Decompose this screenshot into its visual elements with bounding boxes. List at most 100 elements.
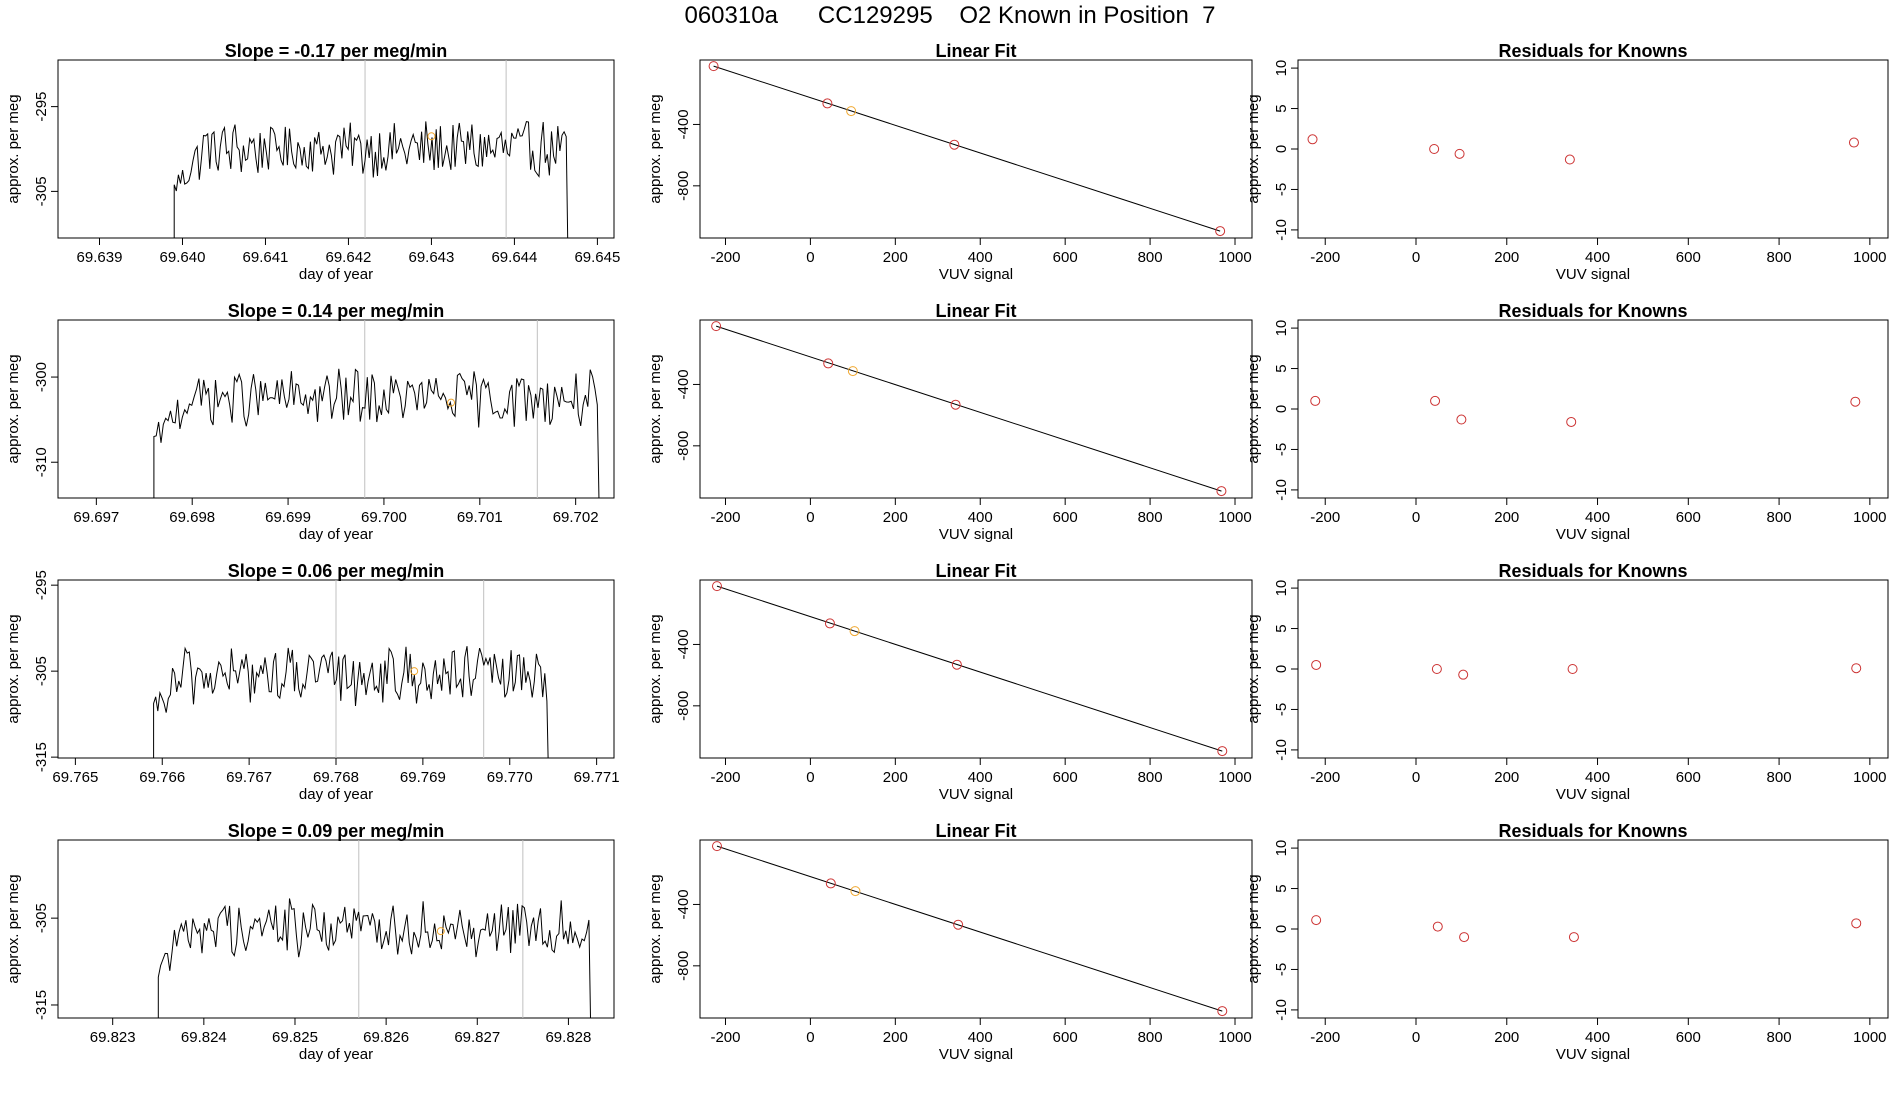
plot-frame — [1297, 319, 1889, 499]
x-tick-label: 1000 — [1218, 509, 1251, 526]
x-tick-label: 69.769 — [400, 769, 446, 786]
plot-frame — [1297, 579, 1889, 759]
y-tick-label: -400 — [675, 889, 692, 919]
x-tick-label: 400 — [968, 509, 993, 526]
chart-title: Residuals for Knowns — [1498, 41, 1687, 61]
plot-area — [1310, 395, 1861, 427]
x-tick-label: 69.770 — [487, 769, 533, 786]
x-tick-label: -200 — [1310, 509, 1340, 526]
y-tick-label: -400 — [675, 109, 692, 139]
x-tick-label: 800 — [1767, 509, 1792, 526]
y-tick-label: -300 — [33, 362, 50, 392]
x-tick-label: 69.771 — [574, 769, 620, 786]
x-tick-label: 400 — [1585, 1029, 1610, 1046]
chart-panel-11: Residuals for Knowns-200 0 200 400 600 800 100… — [1245, 821, 1889, 1063]
x-axis-label: VUV signal — [1556, 1046, 1630, 1063]
x-tick-label: 69.828 — [545, 1029, 591, 1046]
y-tick-label: 0 — [1273, 145, 1290, 153]
plot-area — [711, 321, 1227, 497]
x-tick-label: 800 — [1767, 769, 1792, 786]
x-tick-label: -200 — [710, 249, 740, 266]
x-tick-label: 200 — [1494, 249, 1519, 266]
plot-area — [153, 320, 600, 498]
plot-frame — [699, 839, 1253, 1019]
x-axis-label: VUV signal — [1556, 266, 1630, 283]
data-point — [825, 878, 836, 889]
plot-area — [1311, 915, 1862, 943]
y-tick-label: -305 — [33, 656, 50, 686]
x-tick-label: 69.697 — [73, 509, 119, 526]
data-point — [1459, 932, 1470, 943]
y-tick-label: 5 — [1273, 364, 1290, 372]
y-tick-label: -315 — [33, 990, 50, 1020]
x-tick-label: -200 — [710, 509, 740, 526]
plot-frame — [1297, 59, 1889, 239]
chart-title: Linear Fit — [935, 41, 1016, 61]
data-point — [1851, 663, 1862, 674]
data-point — [1217, 1006, 1228, 1017]
x-tick-label: 69.698 — [169, 509, 215, 526]
data-point — [846, 106, 857, 117]
plot-area — [153, 580, 549, 758]
x-tick-label: 400 — [1585, 249, 1610, 266]
data-point — [711, 581, 722, 592]
y-tick-label: 5 — [1273, 884, 1290, 892]
x-tick-label: 1000 — [1218, 249, 1251, 266]
fit-line — [716, 585, 1223, 752]
y-tick-label: -800 — [675, 171, 692, 201]
x-tick-label: 600 — [1053, 509, 1078, 526]
y-tick-label: -310 — [33, 447, 50, 477]
x-tick-label: 0 — [1412, 509, 1420, 526]
x-tick-label: 800 — [1138, 249, 1163, 266]
y-tick-label: -295 — [33, 92, 50, 122]
data-point — [436, 927, 445, 936]
plot-area — [157, 840, 591, 1018]
x-tick-label: 800 — [1138, 1029, 1163, 1046]
x-tick-label: 600 — [1676, 509, 1701, 526]
x-tick-label: 69.767 — [226, 769, 272, 786]
data-point — [824, 618, 835, 629]
y-axis-label: approx. per meg — [647, 354, 664, 463]
data-point — [1454, 148, 1465, 159]
chart-title: Residuals for Knowns — [1498, 561, 1687, 581]
x-tick-label: 600 — [1053, 769, 1078, 786]
chart-title: Slope = 0.09 per meg/min — [228, 821, 445, 841]
x-tick-label: 200 — [883, 249, 908, 266]
x-tick-label: 400 — [968, 769, 993, 786]
data-point — [1311, 915, 1322, 926]
figure-title: 060310a CC129295 O2 Known in Position 7 — [684, 2, 1216, 29]
x-tick-label: 69.825 — [272, 1029, 318, 1046]
data-point — [823, 358, 834, 369]
x-tick-label: 0 — [1412, 249, 1420, 266]
chart-title: Linear Fit — [935, 561, 1016, 581]
plot-area — [711, 841, 1228, 1017]
chart-title: Linear Fit — [935, 821, 1016, 841]
x-tick-label: 800 — [1138, 769, 1163, 786]
y-tick-label: -10 — [1273, 739, 1290, 761]
plot-area — [173, 60, 569, 238]
chart-panel-10: Linear Fit -200 0 200 400 600 800 1000 -800 -400 V… — [647, 821, 1253, 1063]
chart-panel-1: Linear Fit -200 0 200 400 600 800 1000 -800 -400 V… — [647, 41, 1253, 283]
x-tick-label: 200 — [1494, 1029, 1519, 1046]
data-point — [711, 321, 722, 332]
y-tick-label: -800 — [675, 431, 692, 461]
chart-title: Residuals for Knowns — [1498, 301, 1687, 321]
data-point — [1310, 395, 1321, 406]
x-tick-label: 600 — [1053, 1029, 1078, 1046]
x-tick-label: 600 — [1676, 1029, 1701, 1046]
fit-line — [715, 325, 1222, 492]
x-axis-label: day of year — [299, 526, 373, 543]
x-tick-label: 1000 — [1853, 249, 1886, 266]
data-point — [1568, 932, 1579, 943]
data-point — [1217, 746, 1228, 757]
plot-frame — [1297, 839, 1889, 1019]
x-tick-label: 69.768 — [313, 769, 359, 786]
x-tick-label: 1000 — [1853, 769, 1886, 786]
data-point — [1432, 921, 1443, 932]
y-tick-label: 0 — [1273, 405, 1290, 413]
data-point — [1307, 134, 1318, 145]
y-tick-label: -10 — [1273, 479, 1290, 501]
y-tick-label: -305 — [33, 903, 50, 933]
x-axis-label: VUV signal — [939, 526, 1013, 543]
